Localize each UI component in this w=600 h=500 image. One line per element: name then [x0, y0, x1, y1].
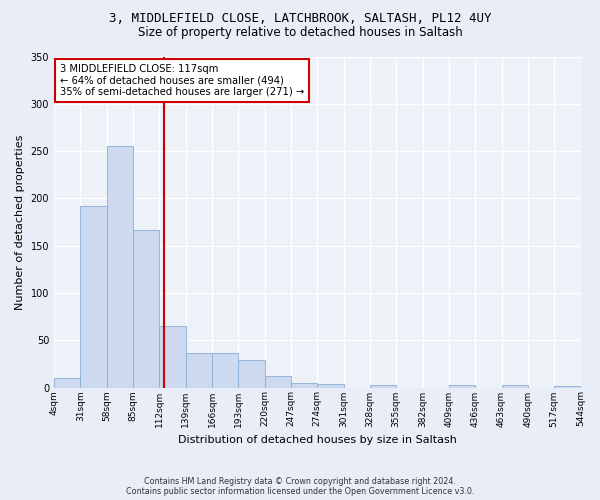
Bar: [370, 384, 396, 388]
Text: 3, MIDDLEFIELD CLOSE, LATCHBROOK, SALTASH, PL12 4UY: 3, MIDDLEFIELD CLOSE, LATCHBROOK, SALTAS…: [109, 12, 491, 26]
Bar: [80, 206, 107, 388]
Bar: [554, 386, 581, 388]
Bar: [54, 378, 80, 388]
Bar: [133, 230, 160, 388]
Y-axis label: Number of detached properties: Number of detached properties: [15, 134, 25, 310]
Bar: [185, 352, 212, 388]
Text: Size of property relative to detached houses in Saltash: Size of property relative to detached ho…: [137, 26, 463, 39]
Bar: [212, 352, 238, 388]
Bar: [291, 383, 317, 388]
Bar: [107, 146, 133, 388]
Bar: [502, 384, 528, 388]
X-axis label: Distribution of detached houses by size in Saltash: Distribution of detached houses by size …: [178, 435, 457, 445]
Bar: [160, 326, 185, 388]
Text: Contains HM Land Registry data © Crown copyright and database right 2024.
Contai: Contains HM Land Registry data © Crown c…: [126, 476, 474, 496]
Text: 3 MIDDLEFIELD CLOSE: 117sqm
← 64% of detached houses are smaller (494)
35% of se: 3 MIDDLEFIELD CLOSE: 117sqm ← 64% of det…: [60, 64, 304, 98]
Bar: [449, 384, 475, 388]
Bar: [317, 384, 344, 388]
Bar: [265, 376, 291, 388]
Bar: [238, 360, 265, 388]
